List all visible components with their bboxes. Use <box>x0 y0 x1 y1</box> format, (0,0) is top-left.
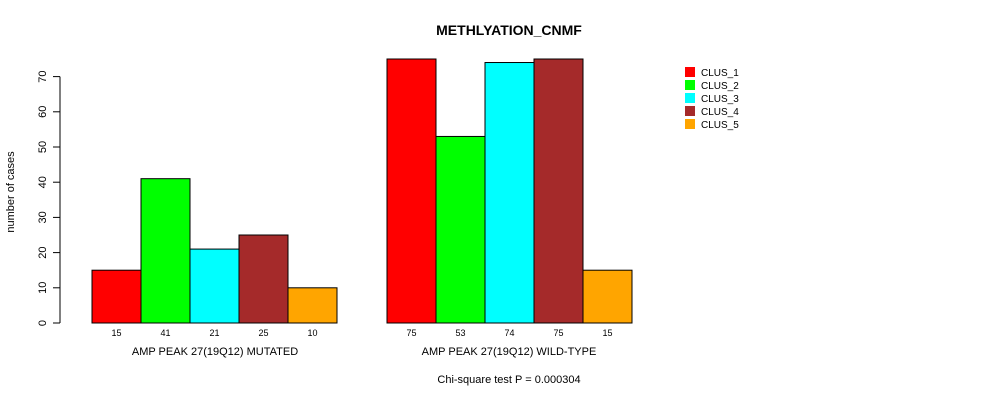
bar-value-label: 25 <box>258 328 268 338</box>
bar-clus-2-group-2 <box>435 135 486 324</box>
y-tick-label: 40 <box>37 176 49 188</box>
y-tick-label: 20 <box>37 246 49 258</box>
y-tick-label: 60 <box>37 106 49 118</box>
chart-title: METHLYATION_CNMF <box>436 22 582 38</box>
bar-clus-1-group-2 <box>386 58 437 324</box>
legend-label-3: CLUS_3 <box>701 94 739 105</box>
y-axis-label: number of cases <box>5 151 17 233</box>
bar-value-label: 75 <box>553 328 563 338</box>
legend-label-2: CLUS_2 <box>701 81 739 92</box>
legend-label-1: CLUS_1 <box>701 68 739 79</box>
y-tick-label: 0 <box>37 320 49 326</box>
group-label-2: AMP PEAK 27(19Q12) WILD-TYPE <box>422 346 597 358</box>
bar-value-label: 75 <box>406 328 416 338</box>
bar-clus-5-group-2 <box>582 269 633 324</box>
legend-swatch-5 <box>685 119 695 129</box>
bar-clus-2-group-1 <box>140 178 191 324</box>
bar-value-label: 53 <box>455 328 465 338</box>
bars-group <box>91 58 633 324</box>
legend-swatch-2 <box>685 80 695 90</box>
bar-value-label: 41 <box>160 328 170 338</box>
bar-clus-4-group-1 <box>238 234 289 324</box>
bar-clus-3-group-1 <box>189 248 240 324</box>
bar-clus-3-group-2 <box>484 62 535 324</box>
bar-clus-5-group-1 <box>287 287 338 324</box>
legend-swatch-1 <box>685 67 695 77</box>
bar-value-labels: 15 41 21 25 10 75 53 74 75 15 <box>111 328 612 338</box>
y-tick-label: 30 <box>37 211 49 223</box>
y-tick-label: 50 <box>37 141 49 153</box>
legend-label-4: CLUS_4 <box>701 107 739 118</box>
bar-value-label: 74 <box>504 328 514 338</box>
legend-swatch-3 <box>685 93 695 103</box>
bar-clus-4-group-2 <box>533 58 584 324</box>
y-tick-label: 70 <box>37 70 49 82</box>
legend: CLUS_1 CLUS_2 CLUS_3 CLUS_4 CLUS_5 <box>685 67 739 131</box>
bar-clus-1-group-1 <box>91 269 142 324</box>
bar-value-label: 10 <box>307 328 317 338</box>
bar-value-label: 21 <box>209 328 219 338</box>
y-tick-label: 10 <box>37 282 49 294</box>
legend-label-5: CLUS_5 <box>701 120 739 131</box>
chi-square-annotation: Chi-square test P = 0.000304 <box>437 374 580 386</box>
legend-swatch-4 <box>685 106 695 116</box>
bar-value-label: 15 <box>111 328 121 338</box>
group-labels: AMP PEAK 27(19Q12) MUTATED AMP PEAK 27(19… <box>132 346 596 358</box>
y-axis: 0 10 20 30 40 50 60 70 <box>37 70 61 326</box>
bar-value-label: 15 <box>602 328 612 338</box>
group-label-1: AMP PEAK 27(19Q12) MUTATED <box>132 346 298 358</box>
